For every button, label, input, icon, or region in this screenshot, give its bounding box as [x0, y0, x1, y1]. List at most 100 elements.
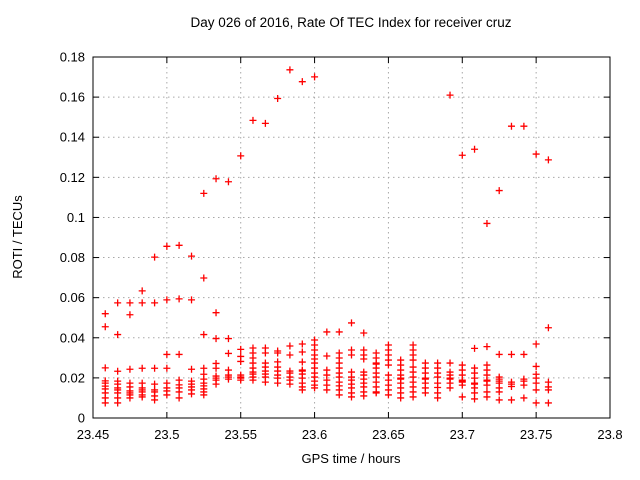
x-tick-label: 23.75: [520, 427, 553, 442]
y-tick-label: 0.1: [67, 210, 85, 225]
data-point: [274, 349, 282, 357]
data-point: [348, 319, 355, 327]
data-point: [237, 345, 245, 353]
data-point: [434, 394, 442, 402]
data-point: [114, 331, 122, 339]
data-point: [532, 150, 540, 158]
data-point: [532, 379, 540, 387]
x-tick-label: 23.55: [224, 427, 257, 442]
data-point: [261, 378, 269, 386]
data-point: [126, 394, 134, 402]
x-tick-label: 23.8: [597, 427, 622, 442]
plot-border: [92, 56, 611, 419]
y-tick-label: 0.12: [60, 170, 85, 185]
data-point: [298, 78, 306, 86]
data-point: [483, 393, 491, 401]
data-point: [446, 359, 454, 367]
data-point: [397, 394, 405, 402]
data-point: [126, 299, 134, 307]
data-point: [224, 375, 232, 383]
data-point: [163, 242, 171, 250]
data-point: [163, 364, 171, 372]
data-point: [188, 252, 196, 260]
data-point: [446, 91, 454, 99]
data-point: [237, 376, 245, 384]
data-point: [495, 396, 503, 404]
chart-title: Day 026 of 2016, Rate Of TEC Index for r…: [191, 15, 512, 30]
data-point: [458, 151, 466, 159]
data-point: [138, 287, 146, 295]
y-tick-label: 0.18: [60, 50, 85, 65]
data-point: [520, 394, 528, 402]
data-point: [126, 311, 134, 319]
data-point: [384, 391, 392, 399]
data-point: [507, 350, 515, 358]
data-point: [471, 344, 479, 352]
data-point: [224, 335, 232, 343]
tick-labels: 23.45 23.5 23.55 23.6 23.65 23.7 23.75 23.8 0 0.0…: [60, 50, 623, 443]
data-point: [458, 393, 466, 401]
data-point: [446, 384, 454, 392]
data-point: [286, 342, 294, 350]
data-point: [175, 350, 183, 358]
plot-border-rect: [92, 56, 611, 419]
y-tick-label: 0.16: [60, 90, 85, 105]
data-point: [471, 145, 479, 153]
data-point: [212, 380, 220, 388]
data-point: [483, 343, 491, 351]
data-point: [249, 376, 257, 384]
data-point: [138, 299, 146, 307]
data-point: [335, 328, 343, 336]
data-point: [311, 384, 319, 392]
data-point: [163, 296, 171, 304]
y-tick-label: 0.04: [60, 330, 85, 345]
data-point: [200, 391, 208, 399]
data-point: [323, 352, 331, 360]
data-point: [544, 324, 552, 332]
data-point: [249, 116, 257, 124]
data-point: [212, 364, 220, 372]
data-point: [188, 296, 196, 304]
data-point: [520, 122, 528, 130]
data-point: [286, 380, 294, 388]
data-point: [544, 386, 552, 394]
data-point: [114, 367, 122, 375]
data-point: [532, 386, 540, 394]
data-point: [434, 373, 442, 381]
data-point: [532, 399, 540, 407]
data-point: [101, 323, 109, 331]
data-point: [114, 399, 122, 407]
x-axis-label: GPS time / hours: [302, 451, 401, 466]
data-point: [384, 361, 392, 369]
data-point: [483, 219, 491, 227]
data-point: [175, 295, 183, 303]
y-tick-label: 0.08: [60, 250, 85, 265]
data-point: [421, 389, 429, 397]
y-tick-label: 0: [78, 411, 85, 426]
axis-ticks: [92, 56, 611, 419]
data-point: [544, 399, 552, 407]
data-point: [101, 399, 109, 407]
data-point: [212, 335, 220, 343]
data-point: [311, 73, 319, 81]
data-point: [360, 392, 368, 400]
data-point: [532, 362, 540, 370]
data-point: [286, 351, 294, 359]
data-point: [151, 364, 159, 372]
data-point: [520, 381, 528, 389]
data-point: [458, 381, 466, 389]
data-point: [507, 122, 515, 130]
data-point: [372, 389, 380, 397]
data-point: [483, 381, 491, 389]
data-point: [151, 299, 159, 307]
data-point: [520, 350, 528, 358]
data-point: [188, 365, 196, 373]
x-tick-label: 23.6: [302, 427, 327, 442]
data-point: [224, 349, 232, 357]
data-point: [495, 388, 503, 396]
data-point: [212, 309, 220, 317]
data-point: [348, 351, 355, 359]
data-point: [237, 152, 245, 160]
x-tick-label: 23.5: [154, 427, 179, 442]
